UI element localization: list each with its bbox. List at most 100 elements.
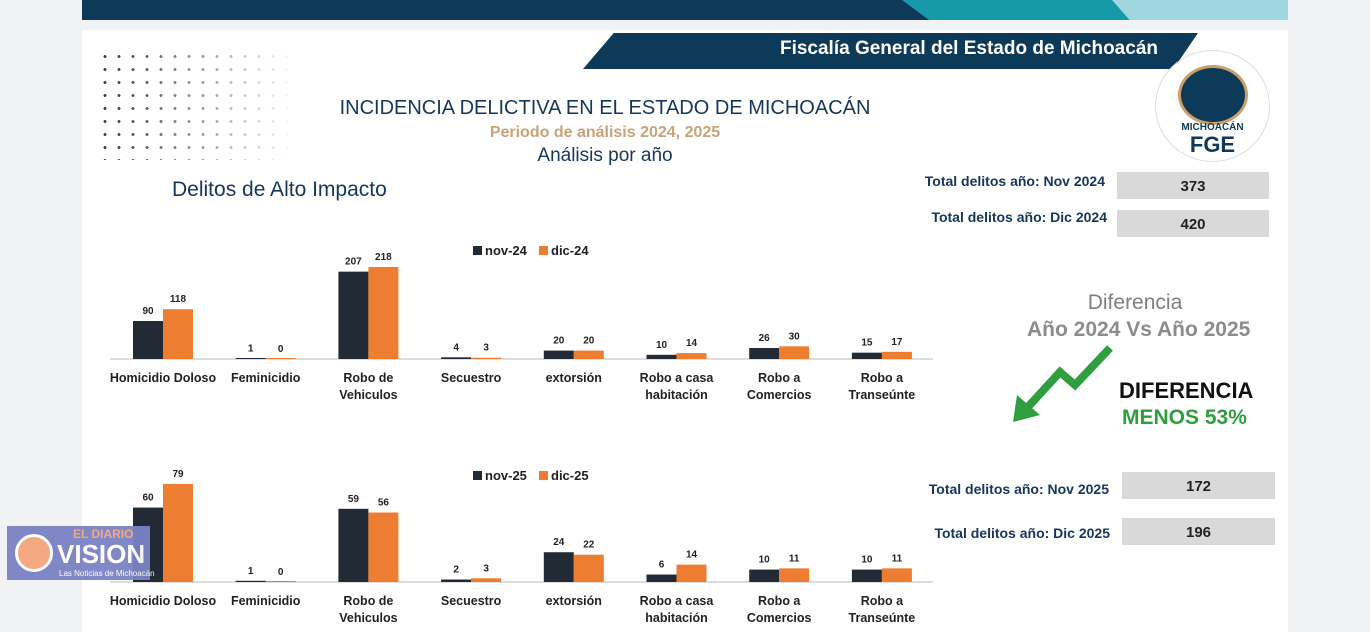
bar [368,512,399,582]
legend-label: dic-25 [551,468,589,483]
data-label: 20 [583,336,595,347]
bar [676,353,707,359]
bar [779,346,810,359]
watermark-logo: EL DIARIO VISION Las Noticias de Michoac… [7,526,155,580]
data-label: 0 [278,344,284,355]
main-title: INCIDENCIA DELICTIVA EN EL ESTADO DE MIC… [339,97,871,119]
data-label: 1 [248,344,254,355]
data-label: 118 [170,294,187,305]
legend-swatch [539,246,548,255]
nov2024-value: 373 [1117,172,1269,199]
bar [646,354,677,359]
category-label: Robo de [343,371,393,385]
top-bar-accent-light [1112,0,1288,20]
dic2024-label: Total delitos año: Dic 2024 [931,209,1107,225]
bar [851,569,882,582]
bar [573,350,604,359]
category-label: extorsión [546,594,602,608]
data-label: 79 [172,469,184,480]
data-label: 59 [348,494,360,505]
bar [338,271,369,359]
bar [265,581,296,582]
nov2025-value: 172 [1122,472,1275,499]
bar [265,358,296,359]
data-label: 3 [483,343,489,354]
bar [441,357,472,359]
nov2024-label: Total delitos año: Nov 2024 [924,173,1105,189]
diff-value: MENOS 53% [1122,406,1247,429]
legend-label: nov-24 [485,243,528,258]
data-label: 20 [553,336,565,347]
data-label: 11 [892,553,903,564]
category-label: Robo a [758,371,801,385]
logo-fge: FGE [1189,132,1236,157]
legend-label: nov-25 [485,468,527,483]
category-label: Robo a casa [640,371,715,385]
data-label: 4 [453,342,459,353]
category-label: habitación [645,611,708,625]
category-label: Homicidio Doloso [110,594,217,608]
category-label: Robo a casa [640,594,715,608]
data-label: 1 [248,566,254,577]
watermark-line1: EL DIARIO [73,527,134,541]
bar [749,569,780,582]
category-label: Comercios [747,611,812,625]
category-label: Feminicidio [231,594,301,608]
bar [676,564,707,582]
diff-label: DIFERENCIA [1119,378,1254,403]
bar [163,484,193,582]
category-label: Robo a [861,371,904,385]
data-label: 11 [789,553,800,564]
legend-swatch [473,471,482,480]
data-label: 10 [656,340,668,351]
category-label: Robo de [343,594,393,608]
bar [749,348,780,359]
top-bar [82,0,1288,20]
data-label: 3 [483,563,489,574]
bar [471,578,502,582]
category-label: Transeúnte [849,388,916,402]
data-label: 60 [142,493,154,504]
category-label: Robo a [861,594,904,608]
bar [368,267,399,359]
legend-swatch [473,246,482,255]
data-label: 10 [861,555,873,566]
category-label: Comercios [747,388,812,402]
dic2025-value: 196 [1122,518,1275,545]
watermark-line3: Las Noticias de Michoacán [59,569,155,578]
bar [235,358,266,359]
period: Periodo de análisis 2024, 2025 [489,124,721,141]
bar [543,350,574,359]
bar [471,357,502,359]
data-label: 10 [759,555,771,566]
bar [133,321,163,359]
bar [646,574,677,582]
data-label: 17 [891,337,903,348]
bar [573,554,604,582]
seal-icon [1178,65,1248,125]
bar [543,552,574,582]
data-label: 24 [553,537,565,548]
down-arrow-icon [1013,345,1113,422]
data-label: 90 [142,306,154,317]
category-label: Vehiculos [339,388,397,402]
legend-label: dic-24 [551,243,589,258]
bar [163,309,193,359]
bar [338,508,369,582]
nov2025-label: Total delitos año: Nov 2025 [928,481,1109,497]
category-label: Feminicidio [231,371,301,385]
fge-logo: MICHOACÁN FGE [1155,50,1270,162]
data-label: 2 [453,565,459,576]
dic2024-value: 420 [1117,210,1269,237]
section-title: Delitos de Alto Impacto [172,178,387,201]
category-label: Homicidio Doloso [110,371,217,385]
category-label: Robo a [758,594,801,608]
data-label: 14 [686,338,698,349]
category-label: habitación [645,388,708,402]
chart-2025: nov-25 dic-25 60 79 Homicidio Doloso 1 0 Femini… [110,468,933,625]
category-label: Secuestro [441,371,502,385]
data-label: 26 [759,333,771,344]
data-label: 30 [789,331,801,342]
category-label: Vehiculos [339,611,397,625]
